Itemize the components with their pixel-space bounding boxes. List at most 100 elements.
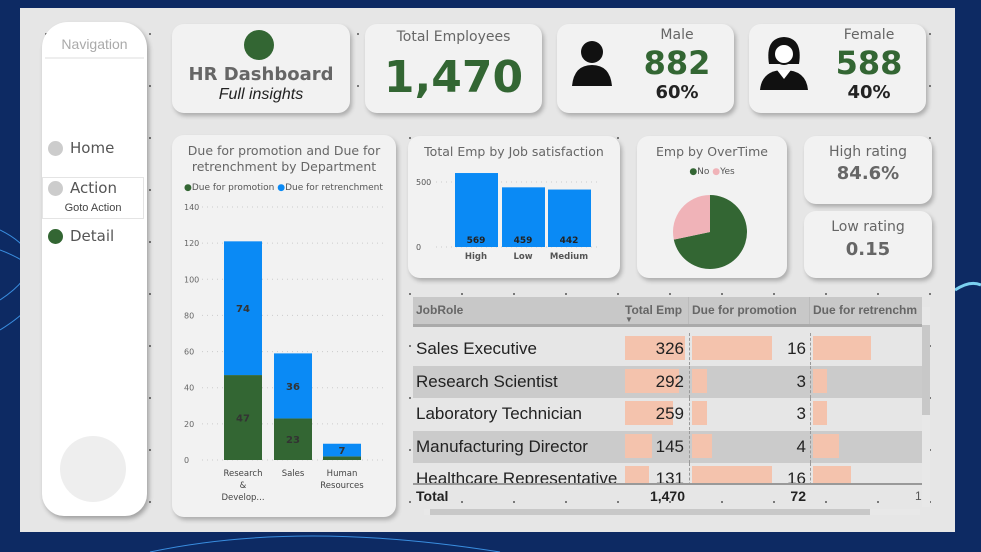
jobrole-cell: Healthcare Representative (416, 469, 618, 484)
kpi-label: Low rating (831, 219, 905, 235)
y-tick-label: 0 (416, 243, 421, 252)
divider (413, 324, 922, 327)
nav-label: Detail (70, 227, 115, 245)
data-bar (625, 466, 650, 484)
table-row[interactable]: Healthcare Representative 131 16 (413, 463, 922, 484)
x-tick-label: & (240, 481, 247, 491)
data-bar (692, 401, 707, 425)
promotion-cell: 16 (689, 463, 809, 484)
title-card: HR Dashboard Full insights (172, 24, 350, 113)
overtime-card: Emp by OverTime ●No ●Yes (637, 136, 787, 278)
x-tick-label: Low (513, 252, 532, 262)
y-tick-label: 0 (184, 456, 189, 465)
retrenchment-cell (810, 430, 922, 463)
kpi-male: Male 882 60% (557, 24, 734, 113)
cell-value: 3 (796, 371, 806, 391)
goto-action-tooltip: Goto Action (64, 202, 122, 214)
promotion-cell: 3 (689, 365, 809, 398)
job-satisfaction-card: Total Emp by Job satisfaction 0 500 569 Hig… (408, 136, 620, 278)
job-chart: 0 500 569 High 459 Low 442 Medium (416, 173, 598, 262)
data-bar (813, 401, 827, 425)
jobrole-cell: Sales Executive (416, 339, 537, 358)
cell-value: 292 (655, 371, 684, 391)
pie-slice-yes (673, 195, 710, 240)
total-emp-cell: 131 (625, 463, 687, 484)
legend-dot-icon: ● (277, 183, 286, 193)
x-tick-label: Research (224, 469, 263, 479)
nav-label: Action (70, 179, 117, 197)
y-tick-label: 20 (184, 420, 194, 429)
y-tick-label: 80 (184, 311, 194, 320)
retrenchment-cell (810, 333, 922, 365)
data-label: 442 (560, 236, 579, 246)
data-label: 7 (339, 446, 346, 457)
table-row[interactable]: Manufacturing Director 145 4 (413, 430, 922, 463)
data-bar (813, 466, 851, 484)
total-promotion: 72 (790, 488, 806, 504)
cell-value: 145 (655, 436, 684, 456)
nav-item-home[interactable]: Home (48, 139, 114, 157)
chart-title: Due for promotion and Due for retrenchme… (187, 143, 381, 174)
nav-item-detail[interactable]: Detail (48, 227, 114, 245)
total-emp-cell: 326 (625, 333, 687, 365)
column-header-jobrole[interactable]: JobRole (413, 297, 622, 324)
cell-value: 131 (655, 469, 684, 484)
column-header-total-emp[interactable]: Total Emp ▼ (622, 297, 688, 324)
x-tick-label: Sales (282, 469, 305, 479)
bar-retrenchment (224, 241, 262, 376)
jobrole-cell: Research Scientist (416, 371, 558, 391)
circle-icon (48, 140, 63, 156)
x-tick-label: Resources (320, 481, 364, 491)
data-bar (625, 368, 679, 393)
nav-label: Home (70, 139, 115, 157)
data-bar (692, 368, 707, 393)
table-row[interactable]: Sales Executive 326 16 (413, 333, 922, 365)
chart-title: Emp by OverTime (656, 144, 768, 159)
table-row[interactable]: Laboratory Technician 259 3 (413, 398, 922, 430)
data-bar (625, 433, 652, 458)
dashboard-title: HR Dashboard (188, 64, 334, 85)
cell-value: 259 (655, 404, 684, 423)
bar (502, 187, 545, 247)
retrenchment-cell (810, 398, 922, 430)
data-bar (625, 336, 685, 360)
total-emp-cell: 292 (625, 366, 687, 398)
circle-button[interactable] (60, 436, 126, 502)
divider (413, 483, 922, 485)
legend-label: Due for promotion (191, 183, 275, 193)
column-header-promotion[interactable]: Due for promotion (688, 297, 809, 324)
total-row: Total 1,470 72 1 (413, 485, 922, 507)
kpi-percent: 40% (847, 82, 891, 103)
chart-legend: ●No ●Yes (637, 167, 787, 177)
dept-chart-card: Due for promotion and Due for retrenchme… (172, 135, 396, 517)
logo-circle-icon (244, 30, 274, 60)
data-label: 36 (286, 382, 300, 393)
x-tick-label: High (465, 252, 487, 262)
kpi-value: 588 (835, 44, 903, 82)
retrenchment-cell (810, 365, 922, 398)
data-label: 74 (236, 304, 250, 315)
bar (548, 189, 591, 247)
nav-item-action[interactable]: Action Goto Action (42, 177, 144, 219)
jobrole-table: JobRole Total Emp ▼ Due for promotion Due… (412, 297, 930, 517)
kpi-label: Male (660, 27, 694, 43)
total-emp: 1,470 (649, 488, 685, 504)
kpi-high-rating: High rating 84.6% (804, 136, 932, 204)
total-retrenchment: 1 (915, 489, 922, 503)
column-header-retrenchment[interactable]: Due for retrenchm (809, 297, 922, 324)
data-bar (692, 433, 712, 458)
table-row[interactable]: Research Scientist 292 3 (413, 365, 922, 398)
kpi-value: 84.6% (836, 163, 900, 184)
data-bar (692, 466, 772, 484)
header-label: Total Emp (625, 303, 683, 317)
retrenchment-cell (810, 463, 922, 484)
kpi-total-employees: Total Employees 1,470 (365, 24, 542, 113)
kpi-label: Female (843, 27, 895, 43)
data-label: 23 (286, 435, 300, 446)
legend-label: Due for retrenchment (285, 183, 383, 193)
chart-legend: ●Due for promotion ●Due for retrenchment (184, 183, 383, 193)
horizontal-scrollbar[interactable] (424, 509, 920, 515)
vertical-scrollbar[interactable] (922, 307, 930, 507)
y-tick-label: 120 (184, 239, 199, 248)
dashboard-subtitle: Full insights (218, 86, 304, 103)
